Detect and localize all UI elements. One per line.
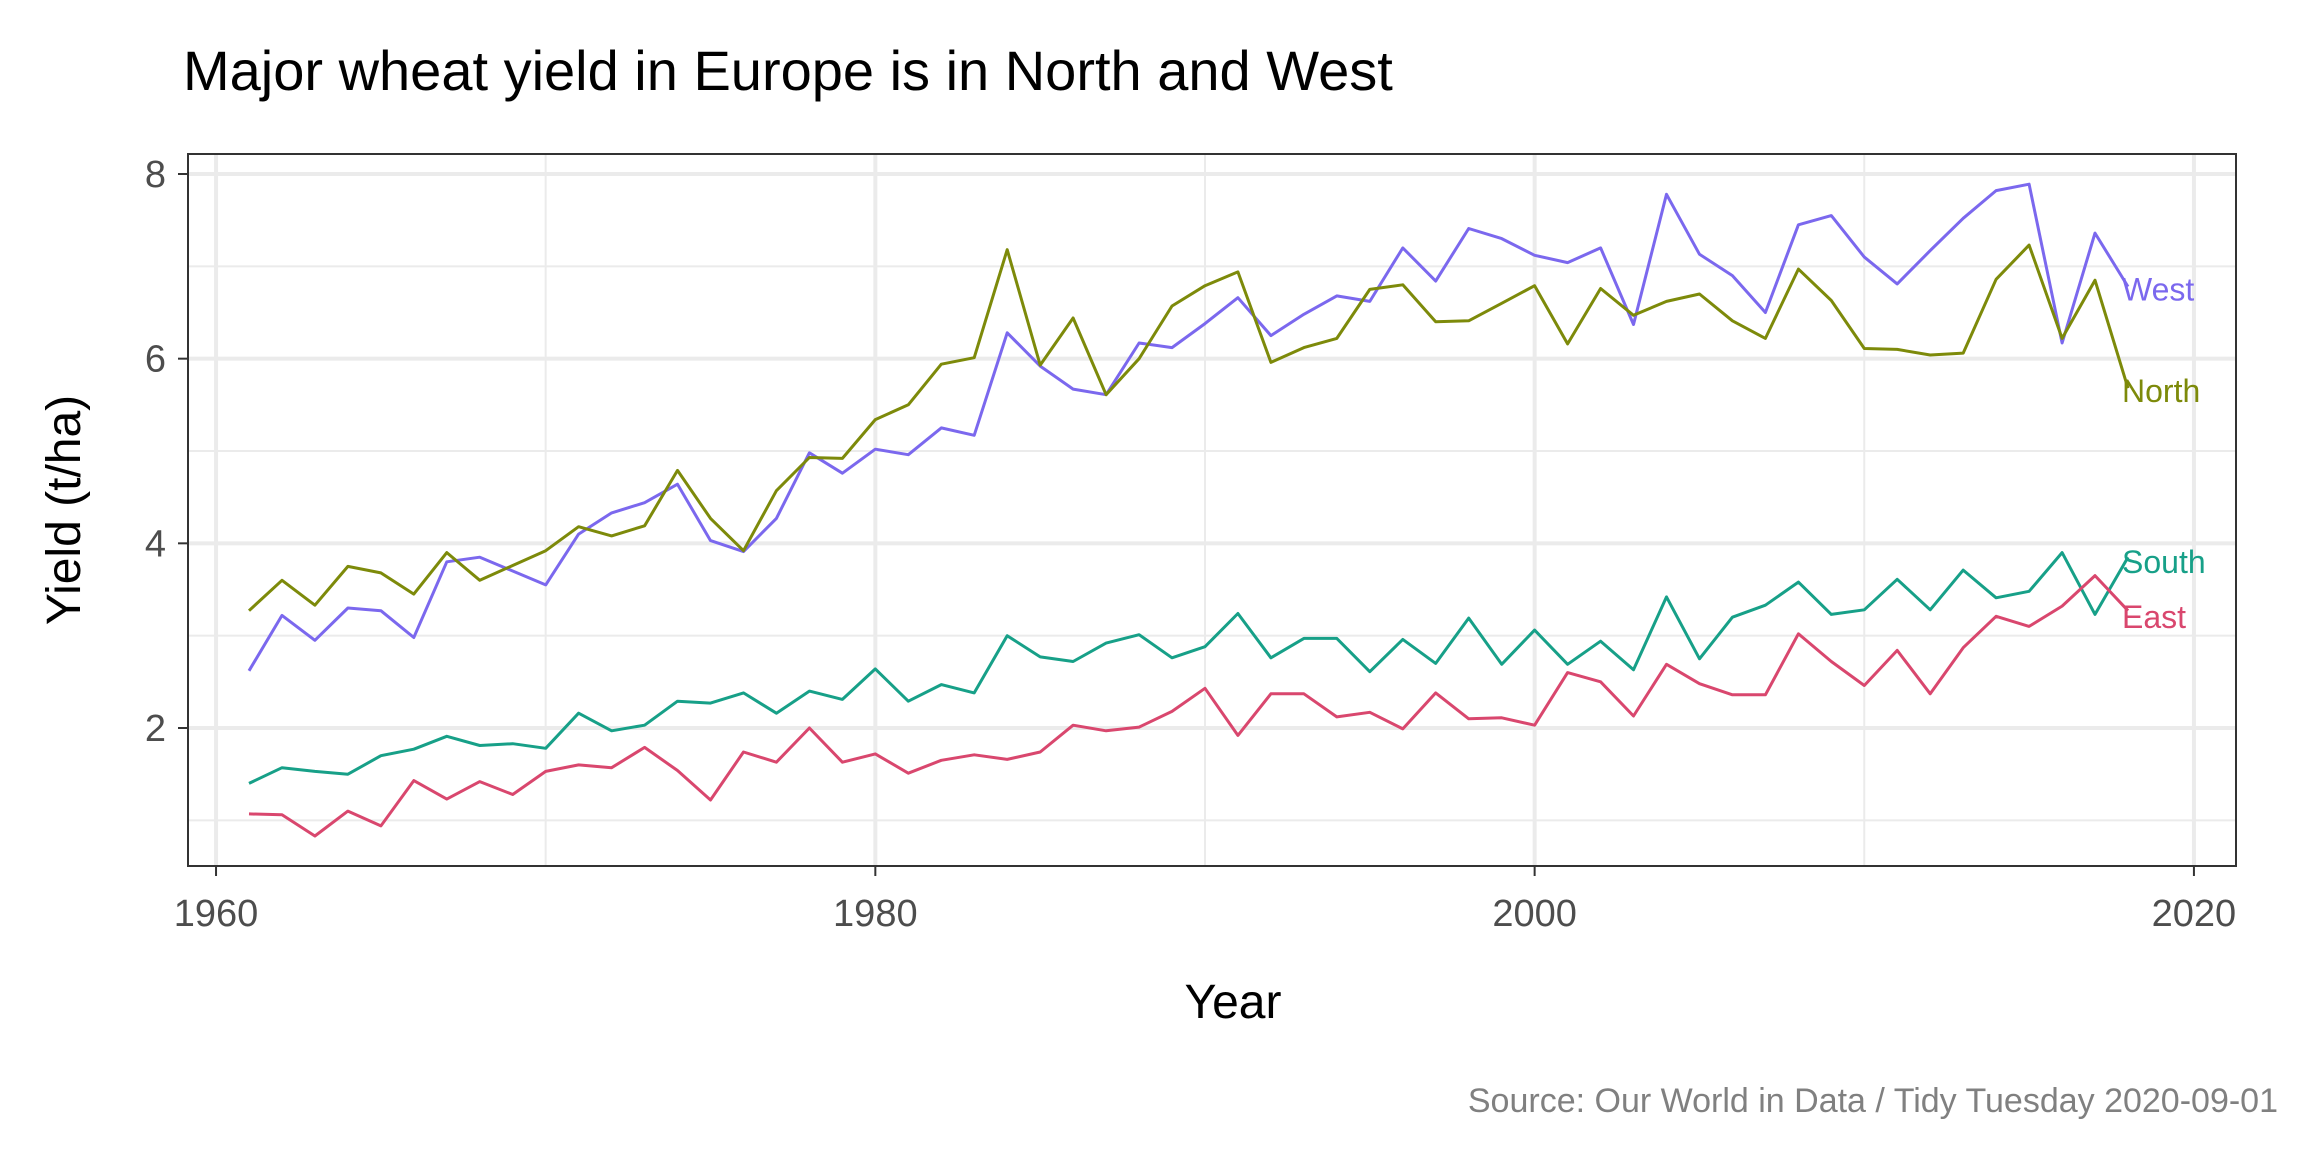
y-tick-label: 4 [145, 523, 166, 565]
x-tick-label: 2020 [2152, 893, 2237, 935]
series-line-west [247, 182, 2130, 672]
x-axis-ticks: 1960 1980 2000 2020 [174, 866, 2236, 935]
chart-title: Major wheat yield in Europe is in North … [183, 39, 1393, 102]
panel-border [187, 153, 2237, 867]
series-line-south [248, 551, 2130, 785]
series-line-east [248, 574, 2130, 838]
x-tick-label: 1980 [833, 893, 918, 935]
x-tick-label: 2000 [1492, 893, 1577, 935]
series-line-north [247, 243, 2130, 612]
series-label-south: South [2122, 544, 2206, 580]
y-axis-ticks: 2 4 6 8 [145, 154, 188, 750]
series-label-east: East [2122, 599, 2186, 635]
source-caption: Source: Our World in Data / Tidy Tuesday… [1468, 1082, 2278, 1120]
gridlines [188, 154, 2236, 866]
x-axis-title: Year [1185, 976, 1282, 1029]
plot-panel [188, 154, 2236, 866]
y-tick-label: 6 [145, 339, 166, 381]
series-lines [247, 182, 2130, 838]
series-labels: West North South East [2122, 271, 2206, 635]
panel-background [188, 154, 2236, 866]
series-label-north: North [2122, 373, 2200, 409]
y-tick-label: 2 [145, 708, 166, 750]
series-label-west: West [2122, 271, 2194, 307]
y-tick-label: 8 [145, 154, 166, 196]
x-tick-label: 1960 [174, 893, 259, 935]
y-axis-title: Yield (t/ha) [38, 395, 91, 625]
